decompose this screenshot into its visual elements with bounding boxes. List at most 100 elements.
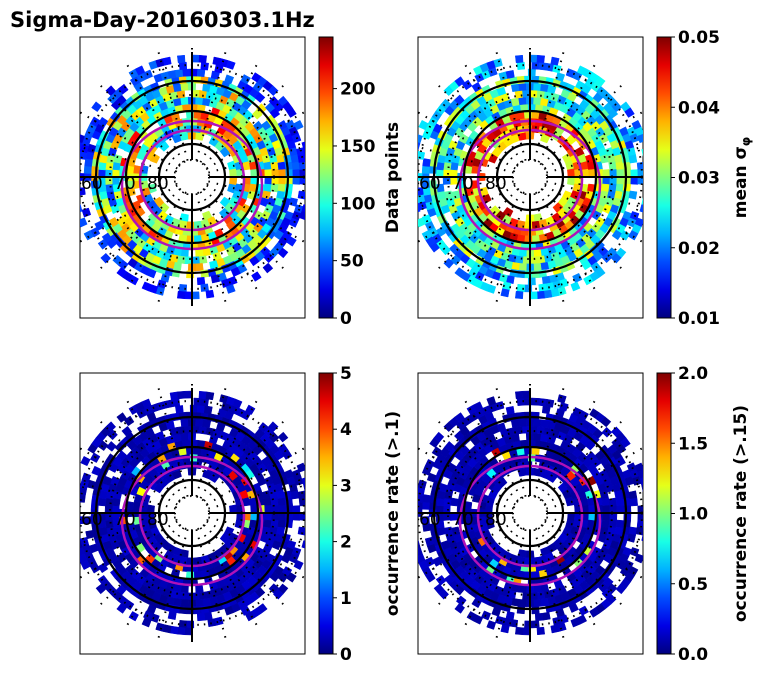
dotted-meridian [99, 524, 181, 606]
bin [195, 418, 204, 427]
bin [277, 247, 289, 259]
bin [262, 262, 274, 274]
latitude-label: 70 [452, 510, 474, 530]
dotted-meridian [537, 399, 596, 499]
colorbar-tick-label: 100 [340, 194, 376, 214]
bin [616, 176, 625, 185]
bin [418, 217, 426, 228]
bin [515, 54, 524, 64]
bin [610, 252, 622, 264]
latitude-label: 60 [81, 510, 103, 530]
bin [500, 288, 510, 298]
colorbar-tick-label: 2.0 [678, 364, 708, 384]
latitude-label: 80 [485, 174, 507, 194]
bin [184, 627, 193, 636]
bin [264, 169, 273, 178]
bin [486, 620, 497, 630]
bin [254, 92, 266, 103]
bin [642, 196, 643, 198]
dotted-meridian [206, 520, 305, 579]
bin [422, 158, 431, 167]
bin [232, 398, 243, 409]
dotted-meridian [80, 516, 176, 545]
dotted-meridian [546, 481, 643, 510]
bin [486, 396, 497, 406]
dotted-meridian [99, 188, 181, 270]
bin [418, 546, 423, 556]
bin [193, 397, 202, 406]
bin [515, 626, 524, 636]
bin [245, 404, 256, 415]
bin [286, 107, 297, 118]
dotted-meridian [437, 420, 519, 502]
bin [264, 512, 273, 521]
bin [184, 291, 193, 300]
bin [626, 533, 636, 543]
bin [116, 603, 128, 614]
bin [619, 230, 631, 241]
latitude-label: 80 [147, 174, 169, 194]
bin [639, 477, 643, 486]
dotted-meridian [195, 51, 227, 161]
bin [278, 512, 287, 521]
bin [191, 592, 200, 601]
dotted-meridian [195, 387, 227, 497]
bin [529, 54, 538, 63]
bin [278, 505, 287, 514]
dotted-meridian [541, 524, 623, 606]
colorbar-label: occurrence rate (>.15) [731, 405, 751, 622]
bin [630, 176, 639, 185]
bin [196, 276, 206, 286]
bin [408, 177, 415, 184]
bin [436, 497, 445, 507]
colorbar [318, 36, 334, 319]
bin [454, 267, 466, 278]
latitude-label: 60 [419, 174, 441, 194]
bin [105, 519, 114, 529]
dotted-meridian [203, 524, 285, 606]
bin [418, 540, 421, 549]
bin [584, 439, 596, 451]
bin [531, 397, 540, 406]
bin [533, 584, 542, 594]
bin [198, 591, 208, 600]
bin [461, 79, 473, 91]
bin [167, 70, 177, 79]
bin [518, 584, 527, 594]
dotted-meridian [495, 193, 527, 303]
bin [180, 599, 189, 608]
bin [466, 611, 477, 622]
bin [80, 455, 91, 467]
bin [229, 504, 238, 514]
dotted-meridian [80, 145, 176, 174]
dotted-meridian [157, 193, 189, 303]
dotted-meridian [541, 84, 623, 166]
dotted-meridian [80, 447, 178, 506]
bin [536, 255, 546, 264]
bin [552, 64, 562, 74]
bin [91, 465, 102, 476]
bin [421, 501, 430, 510]
colorbar-tick-label: 200 [340, 80, 376, 100]
bin [95, 583, 107, 595]
dotted-meridian [208, 516, 305, 545]
bin [533, 96, 542, 106]
bin [270, 497, 279, 507]
bin [533, 599, 542, 608]
bin [493, 58, 503, 68]
dotted-meridian [80, 520, 178, 579]
bin [601, 497, 610, 507]
bin [559, 402, 569, 412]
bin [418, 501, 423, 510]
bin [522, 89, 531, 98]
bin [418, 119, 429, 131]
bin [534, 612, 544, 622]
bin [615, 519, 624, 529]
bin [529, 89, 538, 98]
bin [263, 161, 272, 171]
bin [264, 176, 273, 185]
colorbar-tick-label: 3 [340, 476, 352, 496]
colorbar-tick-label: 1 [340, 589, 352, 609]
colorbar-tick-label: 0.05 [678, 28, 720, 48]
